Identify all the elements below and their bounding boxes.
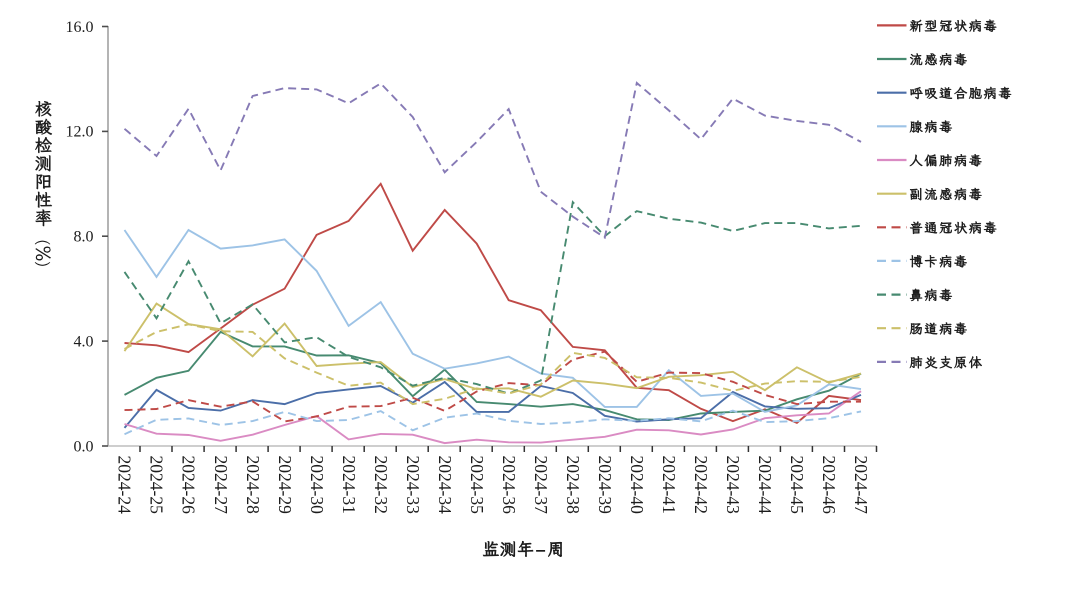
svg-text:2024-46: 2024-46 xyxy=(819,456,839,515)
svg-text:2024-39: 2024-39 xyxy=(595,456,615,515)
svg-text:2024-30: 2024-30 xyxy=(307,456,327,515)
svg-text:2024-43: 2024-43 xyxy=(723,456,743,515)
svg-text:2024-35: 2024-35 xyxy=(467,456,487,515)
svg-text:8.0: 8.0 xyxy=(74,229,94,246)
svg-text:2024-27: 2024-27 xyxy=(211,456,231,515)
svg-text:2024-37: 2024-37 xyxy=(531,456,551,515)
svg-text:2024-32: 2024-32 xyxy=(371,456,391,514)
svg-text:2024-44: 2024-44 xyxy=(755,456,775,515)
svg-text:2024-47: 2024-47 xyxy=(851,456,871,515)
svg-text:12.0: 12.0 xyxy=(66,124,94,141)
svg-text:2024-26: 2024-26 xyxy=(179,456,199,515)
svg-text:2024-38: 2024-38 xyxy=(563,456,583,515)
svg-text:2024-25: 2024-25 xyxy=(147,456,167,515)
svg-text:2024-24: 2024-24 xyxy=(115,456,135,515)
svg-text:2024-40: 2024-40 xyxy=(627,456,647,515)
svg-text:2024-41: 2024-41 xyxy=(659,456,679,514)
svg-text:16.0: 16.0 xyxy=(66,19,94,36)
svg-text:2024-42: 2024-42 xyxy=(691,456,711,514)
svg-text:4.0: 4.0 xyxy=(74,333,94,350)
svg-text:0.0: 0.0 xyxy=(74,438,94,455)
svg-text:2024-28: 2024-28 xyxy=(243,456,263,515)
svg-text:2024-36: 2024-36 xyxy=(499,456,519,515)
svg-text:2024-33: 2024-33 xyxy=(403,456,423,515)
svg-text:2024-31: 2024-31 xyxy=(339,456,359,514)
svg-text:2024-29: 2024-29 xyxy=(275,456,295,515)
svg-text:2024-45: 2024-45 xyxy=(787,456,807,515)
svg-text:2024-34: 2024-34 xyxy=(435,456,455,515)
